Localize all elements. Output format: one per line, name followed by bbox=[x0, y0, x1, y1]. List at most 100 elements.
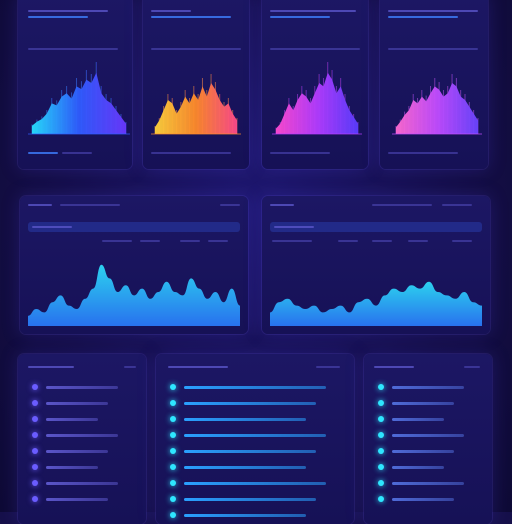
list-bullet[interactable] bbox=[170, 480, 176, 486]
wave-chart bbox=[270, 281, 482, 326]
list-row-bar bbox=[184, 402, 316, 405]
list-bullet[interactable] bbox=[32, 384, 38, 390]
list-row-bar bbox=[46, 434, 118, 437]
list-row-bar bbox=[184, 514, 306, 517]
tab-label bbox=[408, 240, 428, 242]
list-panel-center bbox=[156, 354, 354, 524]
header-line bbox=[151, 10, 191, 12]
area-chart bbox=[392, 74, 482, 135]
label-line bbox=[388, 48, 478, 50]
tab-label bbox=[180, 240, 200, 242]
label-line bbox=[28, 48, 118, 50]
list-row-bar bbox=[46, 402, 108, 405]
list-panel-left bbox=[18, 354, 146, 524]
pink-area-panel bbox=[380, 0, 488, 169]
list-bullet[interactable] bbox=[32, 480, 38, 486]
footer-line bbox=[28, 152, 58, 154]
list-bullet[interactable] bbox=[378, 480, 384, 486]
list-row-bar bbox=[184, 498, 316, 501]
wave-panel-left bbox=[20, 196, 248, 334]
footer-line bbox=[388, 152, 458, 154]
header-line bbox=[270, 16, 330, 18]
header-line bbox=[151, 16, 231, 18]
list-row-bar bbox=[392, 450, 454, 453]
list-row-bar bbox=[184, 434, 326, 437]
list-row-bar bbox=[392, 482, 464, 485]
tab-strip[interactable] bbox=[270, 222, 482, 232]
tab-label bbox=[274, 226, 314, 228]
area-chart bbox=[151, 74, 241, 135]
title-line bbox=[60, 204, 120, 206]
list-row-bar bbox=[184, 386, 326, 389]
list-panel-right bbox=[364, 354, 492, 524]
tab-strip[interactable] bbox=[28, 222, 240, 232]
list-bullet[interactable] bbox=[378, 400, 384, 406]
title-line bbox=[270, 204, 294, 206]
list-row-bar bbox=[392, 418, 444, 421]
list-row-bar bbox=[392, 434, 464, 437]
orange-area-panel bbox=[143, 0, 249, 169]
list-bullet[interactable] bbox=[378, 384, 384, 390]
tab-label bbox=[372, 240, 392, 242]
list-bullet[interactable] bbox=[170, 496, 176, 502]
tab-label bbox=[32, 226, 72, 228]
list-bullet[interactable] bbox=[378, 464, 384, 470]
header-line bbox=[270, 10, 356, 12]
list-bullet[interactable] bbox=[170, 512, 176, 518]
list-row-bar bbox=[392, 466, 444, 469]
list-rows bbox=[364, 378, 492, 524]
list-row-bar bbox=[184, 466, 306, 469]
list-bullet[interactable] bbox=[170, 432, 176, 438]
list-row-bar bbox=[46, 482, 118, 485]
list-row-bar bbox=[184, 450, 316, 453]
title-line bbox=[28, 204, 52, 206]
magenta-area-panel bbox=[262, 0, 368, 169]
control-line bbox=[220, 204, 240, 206]
list-bullet[interactable] bbox=[170, 416, 176, 422]
list-row-bar bbox=[184, 482, 326, 485]
footer-line bbox=[151, 152, 231, 154]
panel-control bbox=[124, 366, 136, 368]
list-bullet[interactable] bbox=[32, 432, 38, 438]
list-bullet[interactable] bbox=[32, 400, 38, 406]
area-chart bbox=[272, 62, 362, 135]
label-line bbox=[151, 48, 241, 50]
tab-label bbox=[208, 240, 228, 242]
area-chart bbox=[28, 62, 130, 135]
wave-panel-right bbox=[262, 196, 490, 334]
list-bullet[interactable] bbox=[32, 416, 38, 422]
area-fill bbox=[32, 72, 126, 134]
footer-line bbox=[62, 152, 92, 154]
panel-control bbox=[464, 366, 480, 368]
panel-title bbox=[28, 366, 74, 368]
wave-fill bbox=[270, 281, 482, 326]
list-row-bar bbox=[46, 386, 118, 389]
panel-title bbox=[168, 366, 228, 368]
list-bullet[interactable] bbox=[170, 384, 176, 390]
list-bullet[interactable] bbox=[378, 432, 384, 438]
wave-chart bbox=[28, 264, 240, 326]
list-bullet[interactable] bbox=[32, 464, 38, 470]
list-row-bar bbox=[46, 466, 98, 469]
area-fill bbox=[276, 72, 358, 134]
list-bullet[interactable] bbox=[32, 496, 38, 502]
list-bullet[interactable] bbox=[378, 448, 384, 454]
list-row-bar bbox=[184, 418, 306, 421]
tab-label bbox=[102, 240, 132, 242]
list-row-bar bbox=[46, 450, 108, 453]
panel-title bbox=[374, 366, 414, 368]
area-fill bbox=[396, 83, 478, 134]
list-bullet[interactable] bbox=[170, 464, 176, 470]
label-line bbox=[270, 48, 360, 50]
header-line bbox=[28, 10, 108, 12]
list-bullet[interactable] bbox=[170, 448, 176, 454]
panel-control bbox=[316, 366, 340, 368]
list-bullet[interactable] bbox=[170, 400, 176, 406]
header-line bbox=[388, 10, 478, 12]
list-bullet[interactable] bbox=[378, 496, 384, 502]
area-fill bbox=[155, 83, 237, 134]
list-row-bar bbox=[392, 498, 454, 501]
footer-line bbox=[270, 152, 330, 154]
list-bullet[interactable] bbox=[32, 448, 38, 454]
list-bullet[interactable] bbox=[378, 416, 384, 422]
